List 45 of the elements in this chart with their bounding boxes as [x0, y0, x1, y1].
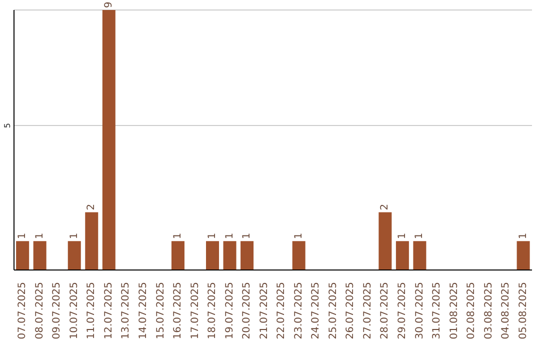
data-label: 2	[86, 204, 98, 210]
data-label: 9	[103, 2, 114, 8]
x-tick-label: 27.07.2025	[362, 282, 374, 340]
data-label: 2	[380, 204, 391, 210]
x-tick-label: 13.07.2025	[120, 282, 132, 340]
x-tick-label: 08.07.2025	[34, 282, 46, 340]
x-tick-label: 25.07.2025	[328, 282, 339, 340]
x-tick-label: 24.07.2025	[310, 282, 322, 340]
data-label: 1	[17, 232, 28, 240]
x-tick-label: 19.07.2025	[224, 282, 236, 340]
data-label: 1	[34, 232, 46, 240]
x-tick-label: 18.07.2025	[207, 282, 218, 340]
x-tick-label: 15.07.2025	[155, 282, 166, 340]
x-tick-label: 16.07.2025	[172, 282, 184, 340]
x-tick-label: 23.07.2025	[293, 282, 304, 340]
x-tick-label: 03.08.2025	[483, 282, 494, 340]
data-label: 1	[172, 232, 184, 240]
data-label: 1	[518, 232, 529, 240]
x-tick-label: 01.08.2025	[448, 282, 460, 340]
data-label: 1	[293, 232, 304, 240]
x-tick-label: 02.08.2025	[466, 282, 478, 340]
x-tick-label: 28.07.2025	[380, 282, 391, 340]
y-tick-label: 5	[3, 123, 12, 128]
data-label: 1	[224, 232, 236, 240]
x-tick-label: 05.08.2025	[518, 282, 529, 340]
x-tick-label: 11.07.2025	[86, 282, 98, 340]
x-tick-label: 07.07.2025	[17, 282, 28, 340]
x-tick-label: 30.07.2025	[414, 282, 426, 340]
data-label: 1	[207, 232, 218, 240]
x-tick-label: 31.07.2025	[432, 282, 443, 340]
x-tick-label: 10.07.2025	[68, 282, 80, 340]
data-label: 1	[68, 232, 80, 240]
data-label: 1	[414, 232, 426, 240]
x-tick-label: 21.07.2025	[258, 282, 270, 340]
x-tick-label: 14.07.2025	[138, 282, 149, 340]
data-label: 1	[242, 232, 253, 240]
x-tick-label: 09.07.2025	[52, 282, 63, 340]
x-tick-label: 20.07.2025	[242, 282, 253, 340]
data-label: 1	[396, 232, 408, 240]
x-tick-label: 29.07.2025	[397, 282, 408, 340]
x-tick-label: 12.07.2025	[103, 282, 114, 340]
x-tick-label: 04.08.2025	[500, 282, 512, 340]
x-tick-label: 17.07.2025	[190, 282, 201, 340]
x-tick-label: 22.07.2025	[276, 282, 288, 340]
x-tick-label: 26.07.2025	[345, 282, 356, 340]
